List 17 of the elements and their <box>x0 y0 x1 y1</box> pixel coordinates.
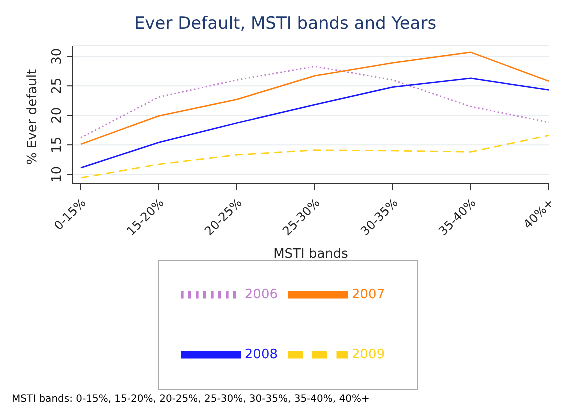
y-tick-label: 15 <box>50 136 65 154</box>
y-axis-title: % Ever default <box>26 69 41 165</box>
chart-title: Ever Default, MSTI bands and Years <box>133 13 438 36</box>
y-tick-label: 10 <box>50 166 65 183</box>
legend-label: 2007 <box>352 288 386 303</box>
line-series <box>80 78 550 169</box>
line-series <box>80 66 550 139</box>
y-tick-label: 25 <box>50 78 65 94</box>
legend-label: 2008 <box>244 348 278 363</box>
y-tick-label: 30 <box>50 48 65 65</box>
line-series <box>80 52 550 146</box>
legend-label: 2009 <box>352 348 386 363</box>
text: MSTI bands: 0-15%, 15-20%, 20-25%, 25-30%, 30-35%, 35-40%, 40%+ <box>12 394 371 405</box>
y-tick-label: 20 <box>50 107 65 124</box>
line-series <box>80 134 550 179</box>
legend-label: 2006 <box>244 288 278 303</box>
x-axis-title: MSTI bands <box>274 247 349 262</box>
